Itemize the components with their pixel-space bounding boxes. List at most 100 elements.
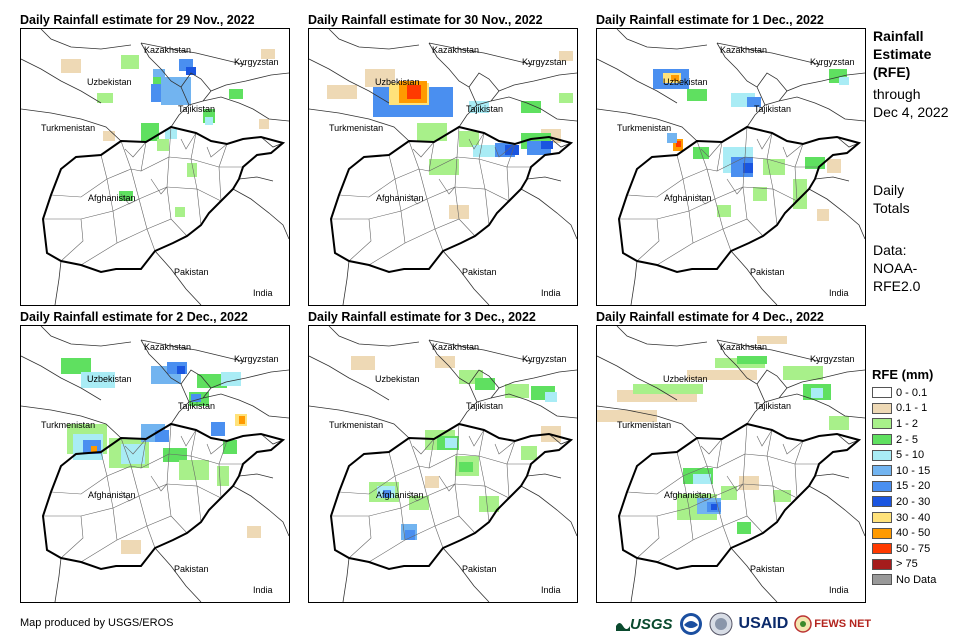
- rainfall-patch: [239, 416, 245, 424]
- province-boundary: [782, 143, 804, 158]
- legend-label: 15 - 20: [896, 480, 931, 493]
- rainfall-patch: [479, 496, 499, 512]
- legend-label: No Data: [896, 573, 937, 586]
- data-line: NOAA-: [873, 260, 918, 276]
- legend-item: 20 - 30: [872, 494, 936, 510]
- province-boundary: [60, 515, 84, 559]
- through-line: through: [873, 86, 921, 102]
- rainfall-patch: [425, 476, 439, 488]
- province-boundary: [636, 218, 660, 262]
- legend-label: > 75: [896, 558, 918, 571]
- heading-line: Rainfall: [873, 28, 924, 44]
- country-border: [716, 339, 766, 403]
- province-boundary: [404, 198, 436, 244]
- province-boundary: [124, 141, 147, 158]
- province-boundary: [180, 132, 197, 150]
- legend-swatch: [872, 480, 892, 492]
- province-boundary: [150, 178, 168, 195]
- province-boundary: [146, 483, 172, 527]
- rainfall-patch: [407, 85, 421, 99]
- country-border: [21, 355, 102, 401]
- country-border: [746, 100, 780, 128]
- country-label-kazakhstan: Kazakhstan: [720, 45, 767, 55]
- map-canvas: Kazakhstan Kyrgyzstan Uzbekistan Tajikistan…: [21, 326, 289, 602]
- rainfall-patch: [383, 490, 391, 498]
- province-boundary: [400, 168, 428, 212]
- rainfall-patch: [469, 101, 489, 113]
- legend-swatch: [872, 402, 892, 414]
- legend-swatch: [872, 543, 892, 555]
- country-border: [616, 29, 708, 50]
- country-border: [170, 100, 204, 128]
- totals-line: Daily: [873, 182, 905, 198]
- country-border: [442, 250, 490, 305]
- rainfall-patch: [811, 388, 823, 398]
- rainfall-patch: [475, 378, 495, 390]
- rainfall-patch: [103, 131, 115, 141]
- rfe-heading: Rainfall Estimate (RFE): [873, 27, 931, 81]
- province-boundary: [656, 210, 694, 266]
- country-border: [458, 397, 492, 425]
- country-border: [40, 29, 132, 50]
- province-boundary: [434, 228, 444, 252]
- country-border: [756, 72, 788, 92]
- province-boundary: [338, 451, 396, 495]
- province-boundary: [434, 483, 460, 527]
- panel-title: Daily Rainfall estimate for 29 Nov., 202…: [20, 13, 255, 27]
- province-boundary: [426, 453, 458, 497]
- province-boundary: [180, 429, 197, 447]
- legend-swatch: [872, 418, 892, 430]
- province-boundary: [196, 485, 202, 523]
- country-label-turkmenistan: Turkmenistan: [617, 123, 671, 133]
- rainfall-patch: [693, 474, 711, 484]
- data-line: Data:: [873, 242, 907, 258]
- rainfall-patch: [97, 93, 113, 103]
- province-boundary: [408, 490, 428, 502]
- legend-item: 5 - 10: [872, 447, 936, 463]
- legend-swatch: [872, 558, 892, 570]
- country-border: [548, 433, 572, 445]
- country-border: [778, 72, 865, 102]
- country-border: [746, 397, 780, 425]
- province-boundary: [348, 218, 372, 262]
- province-boundary: [170, 515, 188, 534]
- rainfall-patch: [687, 89, 707, 101]
- country-label-uzbekistan: Uzbekistan: [87, 374, 132, 384]
- province-boundary: [746, 218, 764, 237]
- province-boundary: [60, 218, 84, 262]
- rainfall-patch: [205, 117, 213, 125]
- legend-label: 40 - 50: [896, 527, 931, 540]
- legend-swatch: [872, 449, 892, 461]
- country-label-afghanistan: Afghanistan: [664, 193, 712, 203]
- country-border: [180, 72, 212, 92]
- rainfall-patch: [165, 129, 177, 139]
- legend-item: 2 - 5: [872, 432, 936, 448]
- rainfall-patch: [545, 392, 557, 402]
- country-border: [616, 326, 708, 347]
- rainfall-patch: [449, 205, 469, 219]
- fewsnet-logo: FEWS NET: [794, 615, 871, 633]
- province-boundary: [196, 188, 202, 226]
- rainfall-map: Kazakhstan Kyrgyzstan Uzbekistan Tajikistan…: [596, 28, 866, 306]
- rainfall-patch: [783, 366, 823, 380]
- country-border: [468, 72, 500, 92]
- country-border: [232, 188, 289, 240]
- country-border: [428, 339, 535, 363]
- country-border: [309, 405, 410, 439]
- rainfall-patch: [687, 370, 757, 380]
- legend-item: 40 - 50: [872, 525, 936, 541]
- rainfall-patch: [153, 69, 165, 77]
- fewsnet-emblem-icon: [794, 615, 813, 633]
- province-boundary: [626, 154, 684, 198]
- province-boundary: [331, 475, 402, 517]
- country-border: [328, 29, 420, 50]
- country-border: [140, 339, 247, 363]
- rainfall-patch: [505, 384, 529, 398]
- legend-item: 0 - 0.1: [872, 385, 936, 401]
- country-label-india: India: [253, 288, 273, 298]
- province-boundary: [368, 507, 406, 563]
- country-border: [21, 108, 122, 142]
- legend-label: 5 - 10: [896, 449, 925, 462]
- province-boundary: [494, 143, 516, 158]
- country-label-turkmenistan: Turkmenistan: [41, 420, 95, 430]
